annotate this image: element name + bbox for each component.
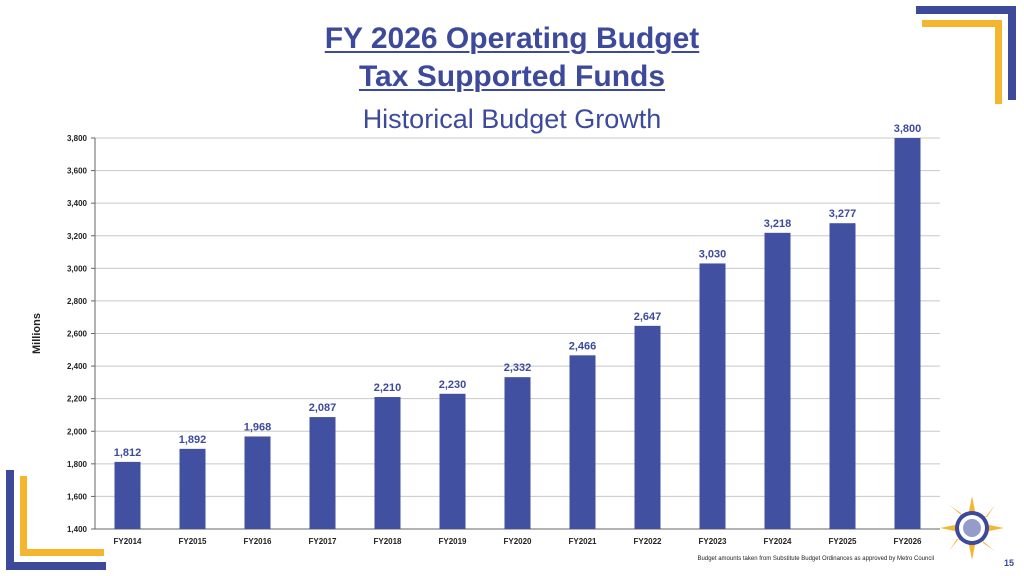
y-tick-label: 3,800: [67, 134, 88, 143]
bar-value-label: 3,277: [829, 208, 857, 220]
y-tick-label: 2,200: [67, 395, 88, 404]
bar-value-label: 3,218: [764, 218, 792, 230]
y-tick-label: 2,600: [67, 330, 88, 339]
slide-subtitle: Historical Budget Growth: [362, 104, 662, 134]
bar-value-label: 1,968: [244, 421, 272, 433]
x-tick-label: FY2025: [828, 537, 857, 546]
bar-value-label: 3,030: [699, 248, 727, 260]
bar: [634, 325, 661, 529]
x-tick-label: FY2016: [243, 537, 272, 546]
bar: [504, 377, 531, 529]
x-tick-label: FY2021: [568, 537, 597, 546]
bar-value-label: 1,812: [114, 447, 142, 459]
city-seal-icon: [940, 496, 1004, 560]
bar-value-label: 2,332: [504, 362, 532, 374]
bar: [179, 448, 206, 529]
bar: [699, 263, 726, 529]
bottom-left-bracket-gold: [20, 476, 27, 556]
y-tick-label: 3,600: [67, 167, 88, 176]
y-tick-label: 1,800: [67, 460, 88, 469]
bar: [439, 393, 466, 529]
y-tick-label: 2,000: [67, 427, 88, 436]
x-tick-label: FY2024: [763, 537, 792, 546]
top-right-bracket-blue: [916, 6, 1016, 14]
x-tick-label: FY2014: [113, 537, 142, 546]
x-tick-label: FY2018: [373, 537, 402, 546]
bar-value-label: 2,230: [439, 379, 467, 391]
page-number: 15: [1003, 558, 1014, 568]
y-tick-label: 1,400: [67, 525, 88, 534]
top-right-bracket-gold: [922, 20, 1002, 27]
bar: [829, 223, 856, 529]
y-tick-label: 2,400: [67, 362, 88, 371]
y-tick-label: 3,000: [67, 264, 88, 273]
bar: [894, 138, 921, 529]
bar-value-label: 1,892: [179, 434, 207, 446]
x-tick-label: FY2020: [503, 537, 532, 546]
bar: [114, 461, 141, 529]
bottom-left-bracket-gold-horizontal: [20, 549, 104, 556]
bottom-left-bracket-blue: [6, 470, 14, 570]
bar-value-label: 2,466: [569, 340, 597, 352]
x-tick-label: FY2015: [178, 537, 207, 546]
x-tick-label: FY2017: [308, 537, 337, 546]
bar: [569, 355, 596, 529]
x-tick-label: FY2022: [633, 537, 662, 546]
y-axis-label: Millions: [31, 313, 43, 354]
bar: [764, 232, 791, 529]
slide-title-line2: Tax Supported Funds: [358, 60, 666, 93]
top-right-bracket-gold-vertical: [995, 20, 1002, 104]
bar-value-label: 2,087: [309, 402, 337, 414]
top-right-bracket-blue-vertical: [1008, 6, 1016, 100]
footnote: Budget amounts taken from Substitute Bud…: [697, 556, 934, 562]
bar: [309, 417, 336, 529]
y-tick-label: 3,400: [67, 199, 88, 208]
bar-value-label: 3,800: [894, 123, 922, 135]
x-tick-label: FY2019: [438, 537, 467, 546]
slide-title-line1: FY 2026 Operating Budget: [324, 22, 700, 55]
x-tick-label: FY2023: [698, 537, 727, 546]
bar: [244, 436, 271, 529]
bar-value-label: 2,210: [374, 382, 402, 394]
x-tick-label: FY2026: [893, 537, 922, 546]
bar: [374, 397, 401, 529]
bar-value-label: 2,647: [634, 311, 662, 323]
y-tick-label: 2,800: [67, 297, 88, 306]
bottom-left-bracket-blue-horizontal: [6, 562, 106, 570]
y-tick-label: 3,200: [67, 232, 88, 241]
y-tick-label: 1,600: [67, 492, 88, 501]
